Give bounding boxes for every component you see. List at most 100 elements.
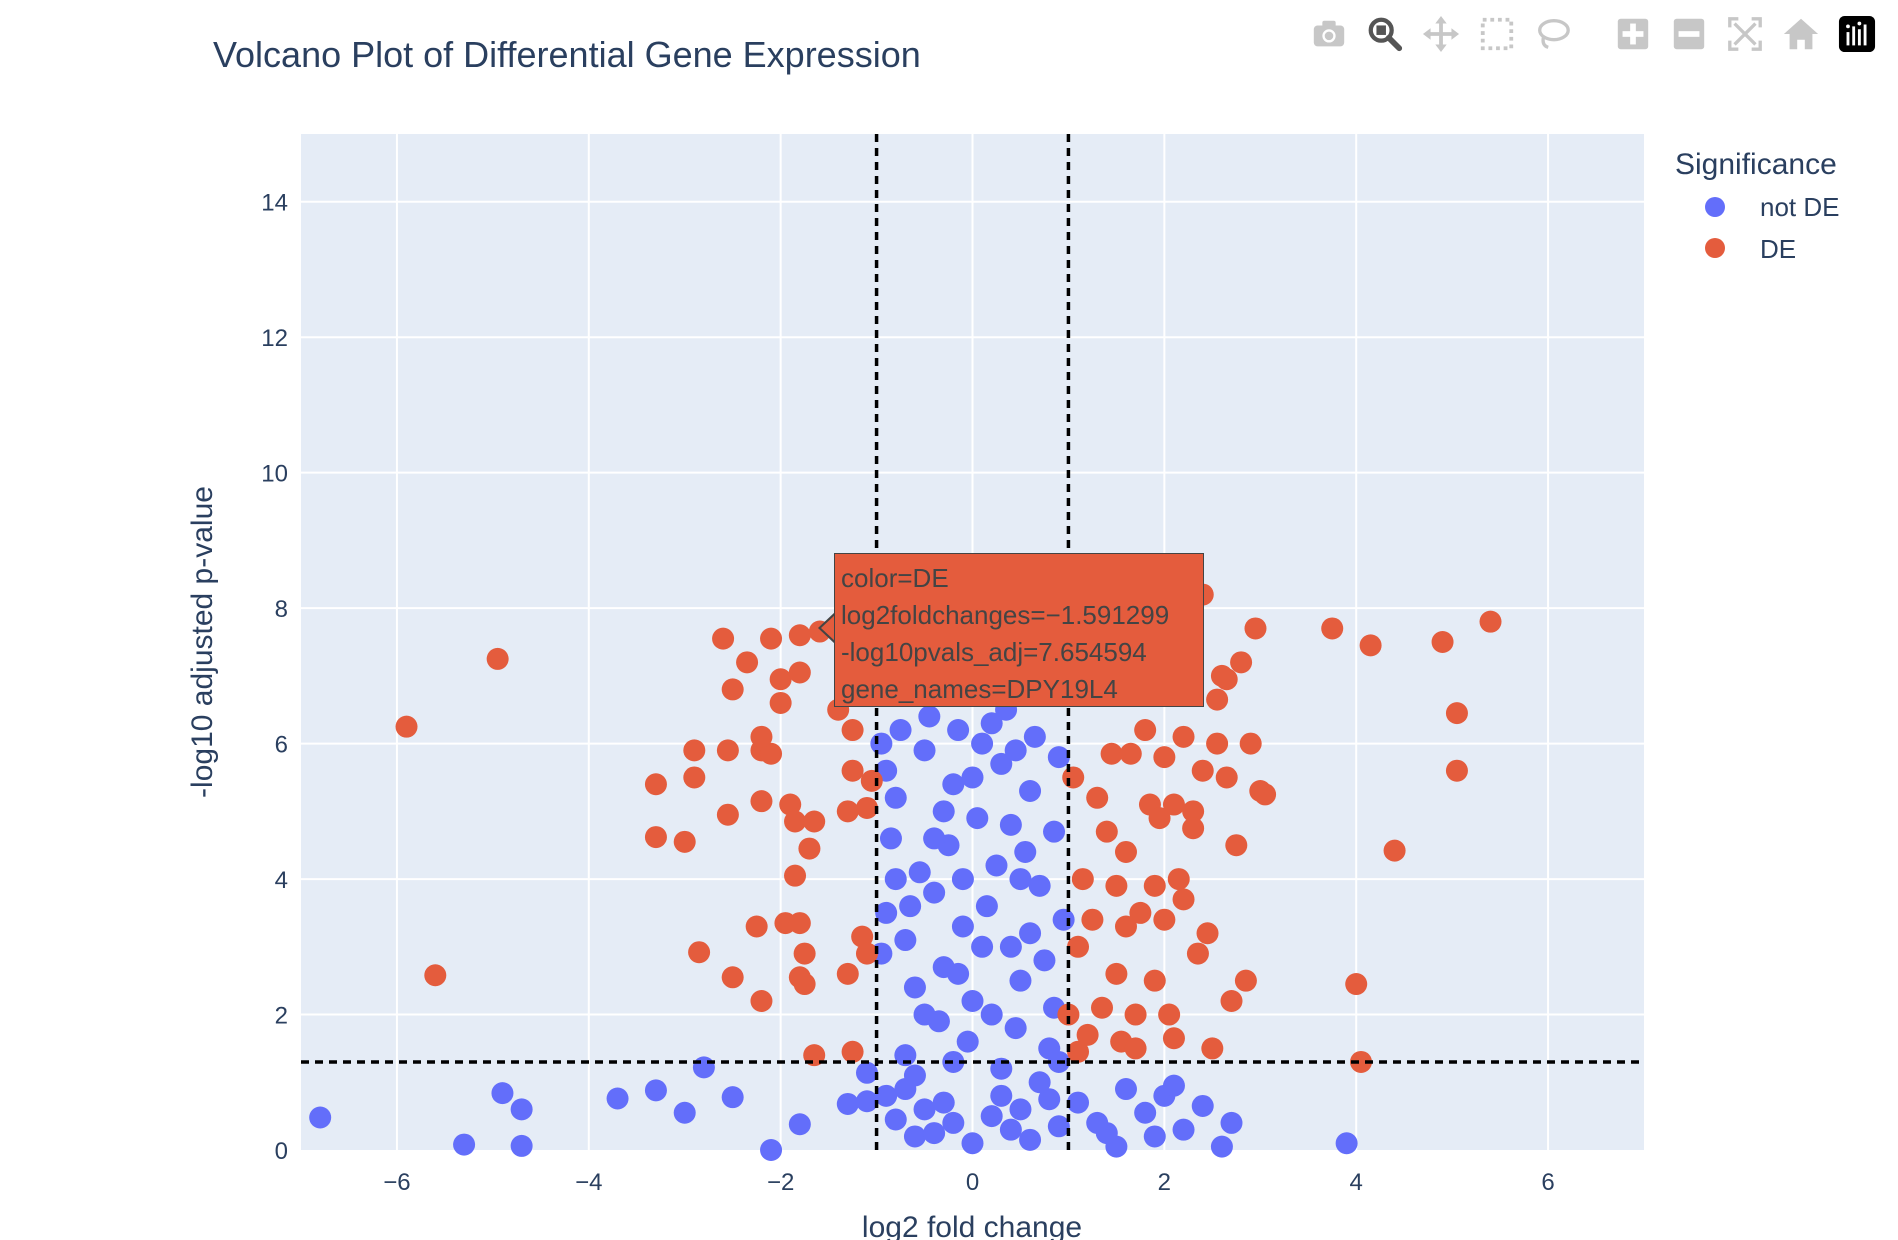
data-point-de[interactable] xyxy=(1239,732,1262,755)
data-point-not-de[interactable] xyxy=(1009,969,1032,992)
data-point-not-de[interactable] xyxy=(899,895,922,918)
data-point-de[interactable] xyxy=(1172,888,1195,911)
data-point-de[interactable] xyxy=(1321,617,1344,640)
data-point-de[interactable] xyxy=(1057,1003,1080,1026)
data-point-de[interactable] xyxy=(1345,973,1368,996)
data-point-not-de[interactable] xyxy=(673,1101,696,1124)
data-point-not-de[interactable] xyxy=(1114,1078,1137,1101)
data-point-not-de[interactable] xyxy=(894,929,917,952)
data-point-not-de[interactable] xyxy=(947,962,970,985)
data-point-de[interactable] xyxy=(1134,719,1157,742)
data-point-de[interactable] xyxy=(1143,874,1166,897)
data-point-not-de[interactable] xyxy=(908,861,931,884)
data-point-not-de[interactable] xyxy=(999,813,1022,836)
data-point-de[interactable] xyxy=(1431,631,1454,653)
data-point-not-de[interactable] xyxy=(644,1079,667,1102)
data-point-de[interactable] xyxy=(644,773,667,796)
data-point-de[interactable] xyxy=(1234,969,1257,992)
data-point-not-de[interactable] xyxy=(980,1003,1003,1026)
data-point-de[interactable] xyxy=(1124,1037,1147,1060)
data-point-de[interactable] xyxy=(1129,901,1152,924)
data-point-de[interactable] xyxy=(1114,840,1137,863)
data-point-not-de[interactable] xyxy=(875,1084,898,1107)
data-point-de[interactable] xyxy=(395,715,418,738)
data-point-de[interactable] xyxy=(712,627,735,650)
data-point-not-de[interactable] xyxy=(1019,922,1042,945)
data-point-de[interactable] xyxy=(1095,820,1118,843)
data-point-not-de[interactable] xyxy=(1038,1088,1061,1111)
data-point-not-de[interactable] xyxy=(1023,725,1046,748)
data-point-de[interactable] xyxy=(803,810,826,833)
data-point-not-de[interactable] xyxy=(903,1125,926,1148)
data-point-not-de[interactable] xyxy=(913,1098,936,1121)
data-point-de[interactable] xyxy=(1445,702,1468,725)
data-point-not-de[interactable] xyxy=(961,766,984,789)
data-point-not-de[interactable] xyxy=(966,807,989,830)
data-point-not-de[interactable] xyxy=(999,1118,1022,1141)
data-point-de[interactable] xyxy=(721,678,744,701)
data-point-not-de[interactable] xyxy=(453,1133,476,1156)
data-point-de[interactable] xyxy=(1201,1037,1224,1060)
data-point-de[interactable] xyxy=(1230,651,1253,674)
data-point-de[interactable] xyxy=(1167,868,1190,891)
data-point-not-de[interactable] xyxy=(855,1061,878,1084)
data-point-de[interactable] xyxy=(779,793,802,816)
data-point-not-de[interactable] xyxy=(870,732,893,755)
data-point-not-de[interactable] xyxy=(923,827,946,850)
data-point-de[interactable] xyxy=(1244,617,1267,640)
data-point-de[interactable] xyxy=(424,964,447,987)
data-point-not-de[interactable] xyxy=(1052,908,1075,931)
data-point-not-de[interactable] xyxy=(975,895,998,918)
data-point-not-de[interactable] xyxy=(923,1122,946,1145)
data-point-de[interactable] xyxy=(745,915,768,938)
data-point-de[interactable] xyxy=(788,624,811,647)
data-point-de[interactable] xyxy=(673,830,696,853)
data-point-not-de[interactable] xyxy=(1172,1118,1195,1141)
data-point-not-de[interactable] xyxy=(947,719,970,742)
camera-icon[interactable] xyxy=(1306,11,1352,57)
data-point-de[interactable] xyxy=(1182,817,1205,840)
data-point-de[interactable] xyxy=(1067,1040,1090,1063)
data-point-de[interactable] xyxy=(769,668,792,691)
data-point-not-de[interactable] xyxy=(1019,1128,1042,1151)
zoom-in-icon[interactable] xyxy=(1610,11,1656,57)
data-point-not-de[interactable] xyxy=(721,1086,744,1109)
data-point-not-de[interactable] xyxy=(990,752,1013,775)
data-point-de[interactable] xyxy=(1158,1003,1181,1026)
data-point-de[interactable] xyxy=(788,912,811,935)
legend-item-not-de[interactable]: not DE xyxy=(1705,192,1840,222)
data-point-not-de[interactable] xyxy=(903,976,926,999)
data-point-de[interactable] xyxy=(1186,942,1209,965)
data-point-not-de[interactable] xyxy=(875,901,898,924)
data-point-not-de[interactable] xyxy=(990,1084,1013,1107)
data-point-not-de[interactable] xyxy=(942,773,965,796)
data-point-de[interactable] xyxy=(1091,996,1114,1019)
data-point-not-de[interactable] xyxy=(1019,780,1042,803)
data-point-de[interactable] xyxy=(1162,793,1185,816)
data-point-not-de[interactable] xyxy=(760,1139,783,1161)
data-point-de[interactable] xyxy=(716,803,739,826)
data-point-de[interactable] xyxy=(1191,759,1214,782)
data-point-not-de[interactable] xyxy=(980,712,1003,735)
data-point-not-de[interactable] xyxy=(1047,1115,1070,1138)
data-point-de[interactable] xyxy=(793,942,816,965)
data-point-de[interactable] xyxy=(1162,1027,1185,1050)
data-point-de[interactable] xyxy=(1383,839,1406,862)
data-point-not-de[interactable] xyxy=(913,739,936,762)
data-point-de[interactable] xyxy=(1225,834,1248,857)
data-point-not-de[interactable] xyxy=(932,800,955,823)
data-point-de[interactable] xyxy=(784,810,807,833)
data-point-de[interactable] xyxy=(750,725,773,748)
plotly-logo-icon[interactable] xyxy=(1834,11,1880,57)
data-point-de[interactable] xyxy=(721,966,744,989)
data-point-not-de[interactable] xyxy=(1162,1074,1185,1097)
data-point-not-de[interactable] xyxy=(606,1087,629,1110)
data-point-not-de[interactable] xyxy=(1009,1098,1032,1121)
data-point-de[interactable] xyxy=(1105,962,1128,985)
data-point-not-de[interactable] xyxy=(884,868,907,891)
legend-item-de[interactable]: DE xyxy=(1705,234,1796,264)
data-point-de[interactable] xyxy=(1445,759,1468,782)
data-point-not-de[interactable] xyxy=(971,732,994,755)
data-point-de[interactable] xyxy=(1119,742,1142,765)
data-point-de[interactable] xyxy=(1172,725,1195,748)
